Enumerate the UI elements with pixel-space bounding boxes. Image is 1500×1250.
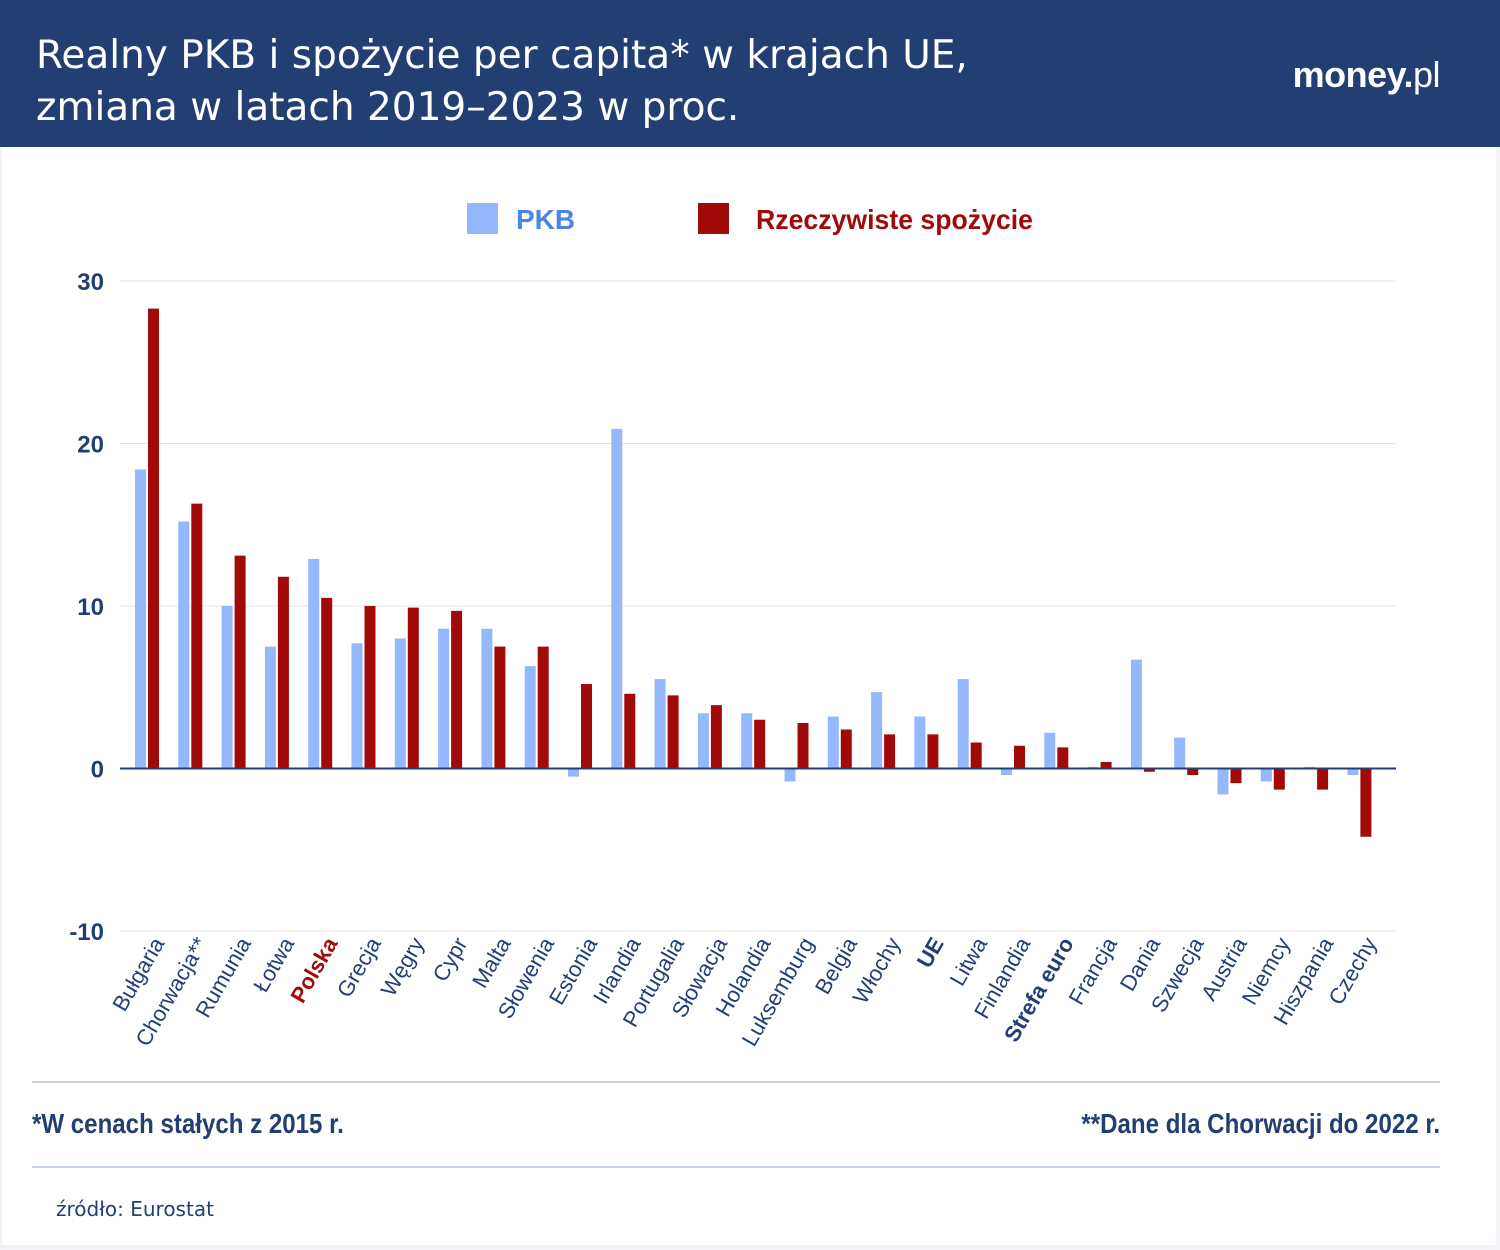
page-title: Realny PKB i spożycie per capita* w kraj… — [36, 30, 1136, 134]
bar-consumption — [927, 734, 939, 769]
bar-pkb — [568, 768, 579, 777]
bar-pkb — [784, 768, 796, 782]
y-tick-label: 30 — [77, 269, 104, 296]
bar-consumption — [277, 576, 289, 769]
bar-pkb — [524, 666, 536, 769]
bar-consumption — [667, 695, 679, 769]
bar-pkb — [135, 469, 146, 769]
bar-consumption — [797, 723, 809, 769]
bar-consumption — [1230, 768, 1242, 784]
x-tick-label: Węgry — [376, 933, 429, 1001]
bar-consumption — [1317, 768, 1329, 790]
title-line-1: Realny PKB i spożycie per capita* w kraj… — [36, 33, 968, 78]
bar-consumption — [884, 734, 896, 769]
legend-label-consumption: Rzeczywiste spożycie — [756, 204, 1033, 235]
bar-pkb — [1174, 737, 1186, 769]
bar-pkb — [697, 713, 709, 769]
chart-panel — [2, 147, 1496, 1245]
bar-pkb — [178, 521, 190, 769]
bar-pkb — [1001, 768, 1012, 775]
bar-consumption — [537, 646, 549, 769]
bar-consumption — [1014, 745, 1025, 769]
bar-consumption — [1360, 768, 1372, 837]
bar-consumption — [191, 503, 203, 769]
y-tick-label: 10 — [77, 594, 104, 621]
bar-pkb — [1260, 768, 1272, 782]
bar-pkb — [957, 679, 969, 769]
bar-pkb — [914, 716, 926, 769]
source-label: źródło: Eurostat — [56, 1197, 214, 1221]
bar-consumption — [710, 705, 722, 769]
bar-consumption — [754, 719, 766, 769]
bar-consumption — [581, 684, 592, 769]
y-tick-label: -10 — [69, 919, 104, 946]
bar-pkb — [308, 558, 320, 769]
bar-consumption — [451, 610, 463, 769]
title-line-2: zmiana w latach 2019–2023 w proc. — [36, 85, 740, 130]
bar-consumption — [234, 555, 246, 769]
bar-pkb — [351, 643, 363, 769]
bar-pkb — [1044, 732, 1056, 769]
divider-bottom — [32, 1166, 1440, 1168]
bar-pkb — [264, 646, 276, 769]
bar-pkb — [741, 713, 753, 769]
divider-top — [32, 1081, 1440, 1083]
bar-consumption — [1057, 747, 1069, 769]
bar-pkb — [1217, 768, 1229, 795]
bar-consumption — [1100, 762, 1112, 769]
bar-consumption — [1143, 768, 1155, 772]
bar-pkb — [394, 638, 406, 769]
bar-pkb — [611, 428, 623, 769]
bar-pkb — [654, 679, 666, 769]
x-tick-label: Cypr — [428, 933, 473, 986]
legend-label-pkb: PKB — [516, 204, 575, 235]
bar-consumption — [624, 693, 636, 769]
bar-pkb — [1347, 768, 1359, 775]
legend-swatch-pkb — [467, 203, 498, 234]
bar-pkb — [827, 716, 839, 769]
footnote-right: **Dane dla Chorwacji do 2022 r. — [1081, 1108, 1440, 1139]
bar-pkb — [1130, 659, 1142, 769]
bar-consumption — [1273, 768, 1285, 790]
y-tick-label: 20 — [77, 432, 104, 459]
bar-pkb — [221, 606, 233, 769]
bar-consumption — [407, 607, 419, 769]
logo-main: money. — [1292, 54, 1414, 95]
x-tick-label: UE — [912, 933, 949, 972]
bar-consumption — [494, 646, 506, 769]
logo-suffix: pl — [1412, 54, 1441, 95]
bar-pkb — [481, 628, 493, 769]
bar-pkb — [438, 628, 450, 769]
bar-consumption — [840, 729, 852, 769]
x-tick-label: Grecja — [332, 932, 386, 1001]
header-bar: Realny PKB i spożycie per capita* w kraj… — [0, 0, 1500, 147]
bar-consumption — [1187, 768, 1199, 775]
bar-consumption — [148, 308, 159, 769]
bar-consumption — [321, 597, 333, 769]
y-tick-label: 0 — [91, 757, 104, 784]
brand-logo: money.pl — [1292, 54, 1441, 96]
bar-consumption — [970, 742, 982, 769]
bar-pkb — [871, 692, 883, 769]
legend-swatch-consumption — [698, 203, 729, 234]
footnote-left: *W cenach stałych z 2015 r. — [32, 1108, 344, 1139]
bar-chart: 3020100-10BułgariaChorwacja**RumuniaŁotw… — [69, 203, 1396, 1050]
bar-consumption — [364, 606, 376, 769]
